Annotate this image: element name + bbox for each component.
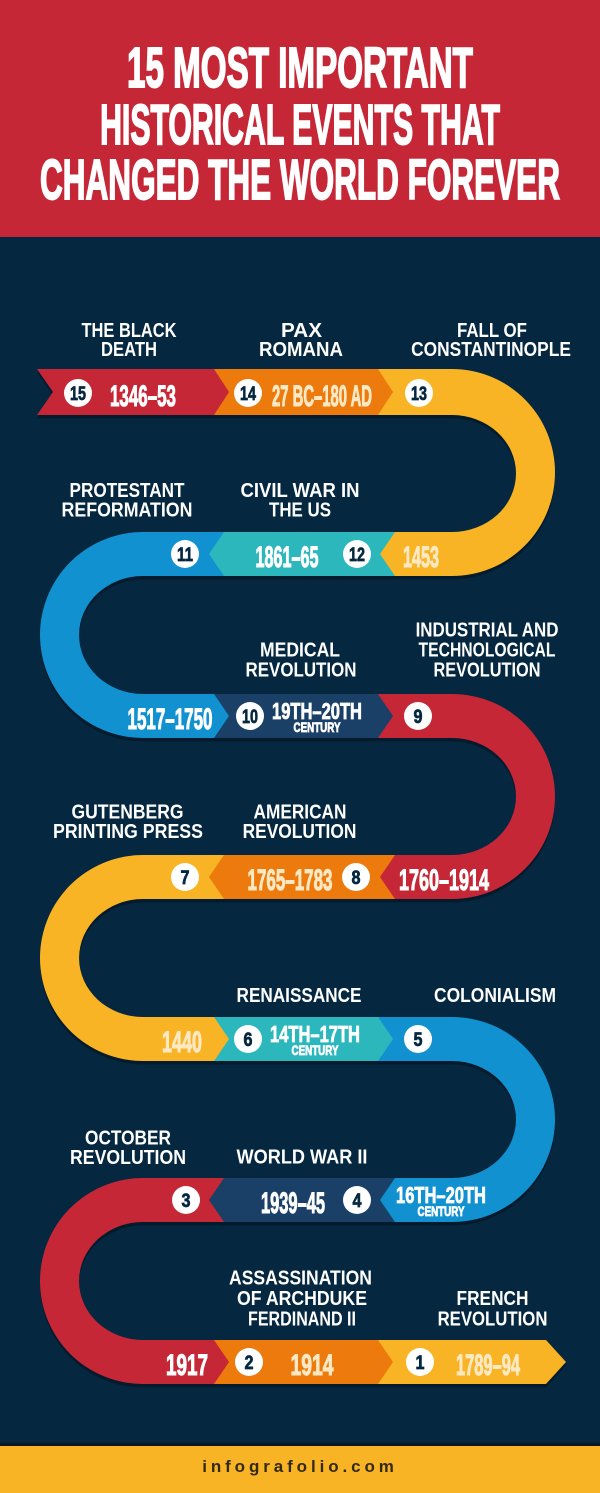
- svg-text:OF ARCHDUKE: OF ARCHDUKE: [237, 1288, 367, 1310]
- svg-text:THE BLACK: THE BLACK: [82, 318, 178, 341]
- svg-text:19TH–20TH: 19TH–20TH: [272, 699, 362, 724]
- svg-text:1517–1750: 1517–1750: [128, 703, 213, 736]
- svg-text:1939–45: 1939–45: [261, 1187, 325, 1220]
- svg-text:ASSASSINATION: ASSASSINATION: [229, 1266, 372, 1288]
- svg-text:12: 12: [349, 544, 365, 565]
- svg-text:FRENCH: FRENCH: [457, 1287, 529, 1309]
- svg-text:REVOLUTION: REVOLUTION: [246, 658, 357, 681]
- svg-text:CIVIL WAR IN: CIVIL WAR IN: [241, 480, 360, 502]
- svg-text:1765–1783: 1765–1783: [248, 864, 333, 897]
- svg-text:PROTESTANT: PROTESTANT: [70, 479, 186, 502]
- svg-text:2: 2: [245, 1352, 254, 1374]
- svg-text:FERDINAND II: FERDINAND II: [248, 1308, 356, 1330]
- svg-text:PAX: PAX: [281, 320, 322, 342]
- svg-text:1346–53: 1346–53: [110, 380, 176, 413]
- svg-text:FALL OF: FALL OF: [457, 319, 527, 342]
- svg-text:1: 1: [416, 1352, 425, 1374]
- svg-text:1440: 1440: [162, 1027, 202, 1060]
- svg-text:COLONIALISM: COLONIALISM: [434, 984, 556, 1006]
- svg-text:14: 14: [240, 383, 257, 404]
- svg-text:infografolio.com: infografolio.com: [202, 1457, 398, 1476]
- svg-text:8: 8: [352, 867, 361, 889]
- svg-text:1760–1914: 1760–1914: [399, 865, 489, 898]
- svg-text:TECHNOLOGICAL: TECHNOLOGICAL: [419, 639, 556, 661]
- svg-text:4: 4: [353, 1190, 362, 1212]
- svg-text:REVOLUTION: REVOLUTION: [438, 1307, 548, 1330]
- svg-text:HISTORICAL EVENTS THAT: HISTORICAL EVENTS THAT: [100, 93, 500, 157]
- svg-text:1914: 1914: [291, 1349, 334, 1382]
- svg-text:6: 6: [244, 1029, 253, 1051]
- svg-text:MEDICAL: MEDICAL: [260, 638, 340, 660]
- svg-text:CONSTANTINOPLE: CONSTANTINOPLE: [411, 338, 571, 360]
- svg-text:CENTURY: CENTURY: [292, 1044, 339, 1059]
- svg-text:5: 5: [414, 1029, 423, 1051]
- svg-text:GUTENBERG: GUTENBERG: [72, 800, 184, 822]
- svg-text:14TH–17TH: 14TH–17TH: [270, 1022, 360, 1047]
- svg-text:WORLD WAR II: WORLD WAR II: [237, 1147, 368, 1169]
- svg-text:PRINTING PRESS: PRINTING PRESS: [53, 821, 203, 843]
- svg-text:27 BC–180 AD: 27 BC–180 AD: [272, 381, 372, 414]
- svg-text:1789–94: 1789–94: [456, 1349, 520, 1382]
- svg-text:1453: 1453: [403, 541, 439, 575]
- svg-text:CHANGED THE WORLD FOREVER: CHANGED THE WORLD FOREVER: [40, 147, 560, 211]
- svg-text:1861–65: 1861–65: [256, 541, 319, 575]
- svg-text:3: 3: [182, 1190, 191, 1212]
- svg-text:DEATH: DEATH: [101, 338, 157, 361]
- svg-text:THE US: THE US: [269, 498, 331, 521]
- svg-text:13: 13: [411, 383, 427, 404]
- svg-text:ROMANA: ROMANA: [259, 338, 343, 361]
- svg-text:7: 7: [181, 867, 190, 889]
- svg-text:16TH–20TH: 16TH–20TH: [396, 1183, 486, 1208]
- svg-text:RENAISSANCE: RENAISSANCE: [237, 984, 362, 1007]
- svg-text:9: 9: [414, 706, 423, 728]
- svg-text:AMERICAN: AMERICAN: [254, 800, 347, 822]
- svg-text:15 MOST IMPORTANT: 15 MOST IMPORTANT: [127, 36, 473, 100]
- svg-text:CENTURY: CENTURY: [418, 1205, 465, 1220]
- svg-text:REVOLUTION: REVOLUTION: [434, 658, 541, 681]
- svg-text:10: 10: [242, 706, 258, 727]
- svg-text:INDUSTRIAL AND: INDUSTRIAL AND: [416, 618, 559, 641]
- svg-text:15: 15: [70, 383, 86, 404]
- svg-text:11: 11: [177, 543, 193, 565]
- svg-text:1917: 1917: [166, 1349, 208, 1383]
- svg-text:REFORMATION: REFORMATION: [62, 500, 193, 522]
- svg-text:CENTURY: CENTURY: [294, 721, 341, 736]
- svg-text:REVOLUTION: REVOLUTION: [70, 1147, 186, 1169]
- svg-text:REVOLUTION: REVOLUTION: [243, 820, 357, 842]
- svg-text:OCTOBER: OCTOBER: [85, 1126, 171, 1148]
